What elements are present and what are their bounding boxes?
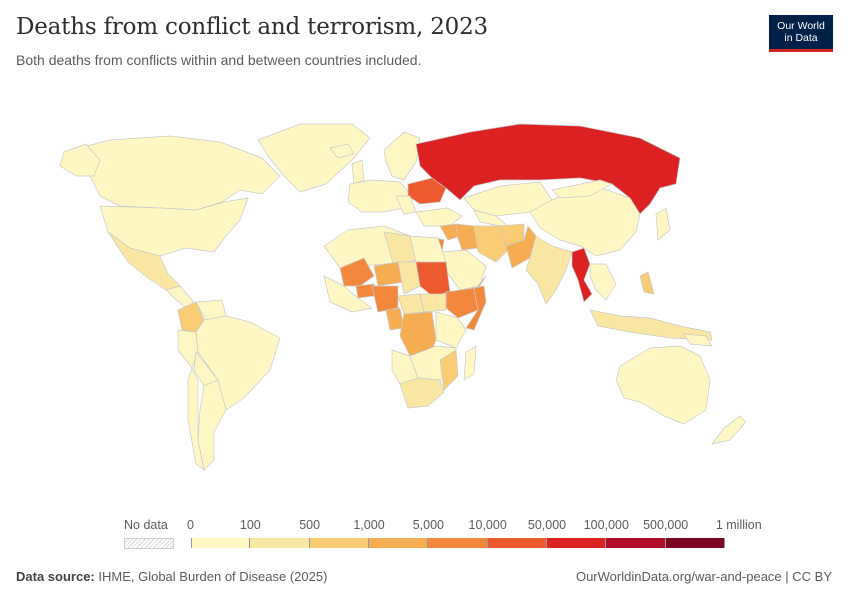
country-cameroon[interactable]	[385, 307, 405, 331]
country-madagascar[interactable]	[463, 345, 477, 381]
legend-bin[interactable]	[428, 538, 488, 548]
country-papua-new-guinea[interactable]	[683, 333, 713, 347]
country-india[interactable]	[525, 235, 573, 305]
footer-url[interactable]: OurWorldinData.org/war-and-peace | CC BY	[575, 569, 832, 584]
chart-subtitle: Both deaths from conflicts within and be…	[16, 52, 422, 68]
country-somalia[interactable]	[465, 285, 487, 331]
country-south-africa[interactable]	[399, 377, 445, 409]
source-label: Data source:	[16, 569, 95, 584]
owid-logo[interactable]: Our World in Data	[769, 15, 833, 52]
logo-line-1: Our World	[777, 20, 825, 32]
legend-tick-label: 100	[239, 518, 261, 532]
country-sudan[interactable]	[415, 261, 451, 297]
chart-title: Deaths from conflict and terrorism, 2023	[16, 14, 488, 40]
legend-tick-label: 500	[299, 518, 321, 532]
source-text: IHME, Global Burden of Disease (2025)	[98, 569, 328, 584]
country-myanmar[interactable]	[571, 247, 593, 303]
country-burkina-faso[interactable]	[355, 283, 375, 299]
country-south-sudan[interactable]	[419, 293, 447, 313]
legend-tick-label: 10,000	[468, 518, 507, 532]
legend-bin[interactable]	[606, 538, 666, 548]
country-uk[interactable]	[351, 159, 365, 185]
legend-no-data-label: No data	[124, 518, 168, 532]
country-iraq[interactable]	[455, 223, 479, 251]
legend-tick-label: 100,000	[583, 518, 629, 532]
country-greenland[interactable]	[257, 123, 371, 193]
footer-source: Data source: IHME, Global Burden of Dise…	[16, 569, 327, 584]
legend-bin[interactable]	[665, 538, 725, 548]
country-argentina[interactable]	[197, 379, 227, 471]
legend-bin[interactable]	[191, 538, 251, 548]
country-east-africa[interactable]	[435, 311, 467, 349]
legend-tick-label: 1 million	[715, 518, 762, 532]
country-nigeria[interactable]	[371, 285, 399, 313]
legend: No data 0 100 500 1,000 5,000 10,000 50,000 100…	[0, 512, 850, 552]
country-ethiopia[interactable]	[445, 287, 479, 319]
legend-tick-label: 0	[187, 518, 194, 532]
legend-tick-label: 1,000	[353, 518, 385, 532]
world-map	[59, 123, 747, 471]
country-alaska[interactable]	[59, 143, 101, 177]
country-mozambique[interactable]	[439, 349, 459, 391]
country-china[interactable]	[529, 183, 641, 257]
legend-tick-label: 500,000	[643, 518, 689, 532]
country-chile[interactable]	[187, 367, 205, 471]
legend-bin[interactable]	[369, 538, 429, 548]
legend-bin[interactable]	[547, 538, 607, 548]
legend-bin[interactable]	[250, 538, 310, 548]
country-indonesia[interactable]	[589, 309, 713, 341]
country-japan[interactable]	[655, 207, 671, 241]
country-mali[interactable]	[339, 257, 375, 287]
logo-line-2: in Data	[784, 32, 818, 44]
country-car[interactable]	[397, 293, 425, 315]
country-australia[interactable]	[615, 345, 711, 425]
country-mongolia[interactable]	[551, 179, 613, 199]
country-west-africa-coast[interactable]	[323, 275, 373, 313]
legend-tick-label: 5,000	[412, 518, 444, 532]
country-southeast-asia[interactable]	[589, 263, 617, 301]
country-iceland[interactable]	[329, 143, 355, 159]
legend-tick-label: 50,000	[527, 518, 567, 532]
country-canada[interactable]	[63, 135, 281, 211]
legend-no-data-swatch[interactable]	[124, 538, 174, 549]
country-new-zealand[interactable]	[711, 415, 747, 445]
country-scandinavia[interactable]	[383, 131, 421, 181]
country-philippines[interactable]	[639, 271, 655, 295]
legend-bin[interactable]	[309, 538, 369, 548]
legend-bin[interactable]	[487, 538, 547, 548]
country-turkey[interactable]	[415, 207, 463, 227]
country-iran[interactable]	[473, 225, 509, 263]
